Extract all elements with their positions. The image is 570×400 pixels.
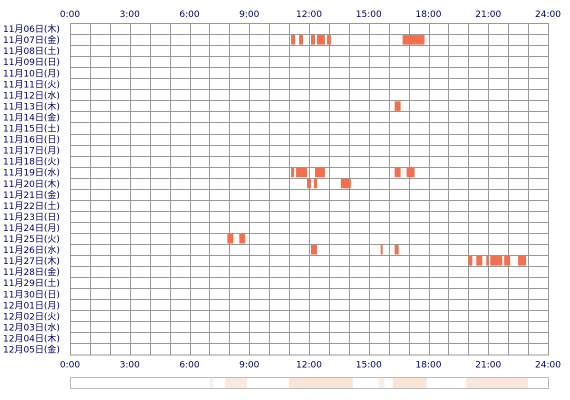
activity-block [476, 256, 483, 266]
summary-band [392, 378, 427, 388]
x-tick-label-bottom: 12:00 [296, 361, 322, 371]
row-label: 11月20日(木) [3, 178, 60, 190]
activity-block [291, 167, 295, 178]
row-label: 12月01日(月) [3, 300, 60, 311]
row-label: 11月17日(月) [3, 146, 60, 157]
x-tick-label-top: 3:00 [120, 10, 140, 20]
activity-block [486, 256, 489, 266]
activity-block [291, 35, 296, 45]
activity-block [518, 256, 527, 266]
row-label: 11月10日(月) [3, 68, 60, 79]
activity-block [314, 167, 325, 178]
row-label: 11月15日(土) [3, 123, 60, 135]
x-tick-label-bottom: 3:00 [120, 361, 140, 371]
x-tick-label-top: 0:00 [60, 10, 80, 20]
row-label: 11月19日(水) [3, 167, 60, 179]
row-label: 11月27日(木) [3, 255, 60, 267]
row-label: 11月06日(木) [3, 23, 60, 35]
activity-block [340, 178, 351, 189]
row-label: 11月22日(土) [3, 200, 60, 212]
row-label: 11月23日(日) [3, 212, 60, 223]
row-label: 11月14日(金) [3, 111, 60, 123]
x-tick-label-top: 21:00 [475, 10, 501, 20]
x-tick-label-bottom: 0:00 [60, 361, 80, 371]
activity-block [504, 256, 511, 266]
activity-block [394, 101, 401, 111]
activity-block [326, 35, 331, 45]
row-label: 11月09日(日) [3, 57, 60, 68]
activity-block [468, 256, 473, 266]
x-tick-label-bottom: 18:00 [416, 361, 442, 371]
row-label: 12月02日(火) [3, 311, 60, 322]
row-label: 11月08日(土) [3, 45, 60, 57]
x-tick-label-top: 24:00 [535, 10, 561, 20]
row-label: 11月30日(日) [3, 289, 60, 300]
x-tick-label-bottom: 24:00 [535, 361, 561, 371]
activity-block [299, 35, 304, 45]
activity-block [296, 167, 308, 178]
activity-block [406, 167, 415, 178]
x-tick-label-bottom: 21:00 [475, 361, 501, 371]
x-tick-label-top: 6:00 [179, 10, 199, 20]
x-tick-label-bottom: 15:00 [356, 361, 382, 371]
summary-band [209, 378, 214, 388]
summary-strip [70, 377, 549, 389]
activity-block [490, 256, 503, 266]
summary-band [466, 378, 529, 388]
row-label: 11月16日(日) [3, 135, 60, 146]
activity-block [239, 233, 246, 244]
row-label: 11月28日(金) [3, 266, 60, 278]
activity-block [313, 178, 317, 189]
activity-block [310, 35, 315, 45]
activity-block [394, 167, 401, 178]
x-tick-label-bottom: 6:00 [179, 361, 199, 371]
row-label: 11月29日(土) [3, 277, 60, 289]
activity-block [380, 245, 383, 255]
summary-band [289, 378, 353, 388]
summary-band [378, 378, 385, 388]
activity-block [394, 245, 399, 255]
activity-block [310, 245, 317, 255]
row-label: 11月13日(木) [3, 100, 60, 112]
row-label: 12月04日(木) [3, 332, 60, 344]
row-label: 12月05日(金) [3, 344, 60, 356]
x-tick-label-top: 12:00 [296, 10, 322, 20]
plot-frame [70, 23, 549, 356]
row-label: 11月25日(火) [3, 234, 60, 245]
x-tick-label-top: 15:00 [356, 10, 382, 20]
row-label: 11月12日(水) [3, 89, 60, 101]
activity-block [307, 178, 311, 189]
activity-block [316, 35, 325, 45]
x-tick-label-top: 9:00 [239, 10, 259, 20]
bottom-x-axis-ticks: 0:00 3:00 6:00 9:00 12:00 15:00 18:00 21:00 24:0… [60, 361, 561, 371]
activity-blocks [227, 35, 527, 266]
activity-block [227, 233, 234, 244]
activity-block [402, 35, 425, 45]
summary-band [225, 378, 248, 388]
row-label: 11月07日(金) [3, 34, 60, 46]
row-label: 11月24日(月) [3, 223, 60, 234]
row-label: 11月21日(金) [3, 189, 60, 201]
x-tick-label-top: 18:00 [416, 10, 442, 20]
row-label: 11月11日(火) [3, 79, 60, 90]
row-label: 12月03日(水) [3, 321, 60, 333]
row-label: 11月18日(火) [3, 157, 60, 168]
x-tick-label-bottom: 9:00 [239, 361, 259, 371]
row-labels: 11月06日(木)11月07日(金)11月08日(土)11月09日(日)11月1… [3, 23, 60, 355]
grid [70, 23, 548, 355]
row-label: 11月26日(水) [3, 244, 60, 256]
top-x-axis-ticks: 0:00 3:00 6:00 9:00 12:00 15:00 18:00 21:00 24:0… [60, 10, 561, 20]
plot-border [70, 23, 549, 356]
